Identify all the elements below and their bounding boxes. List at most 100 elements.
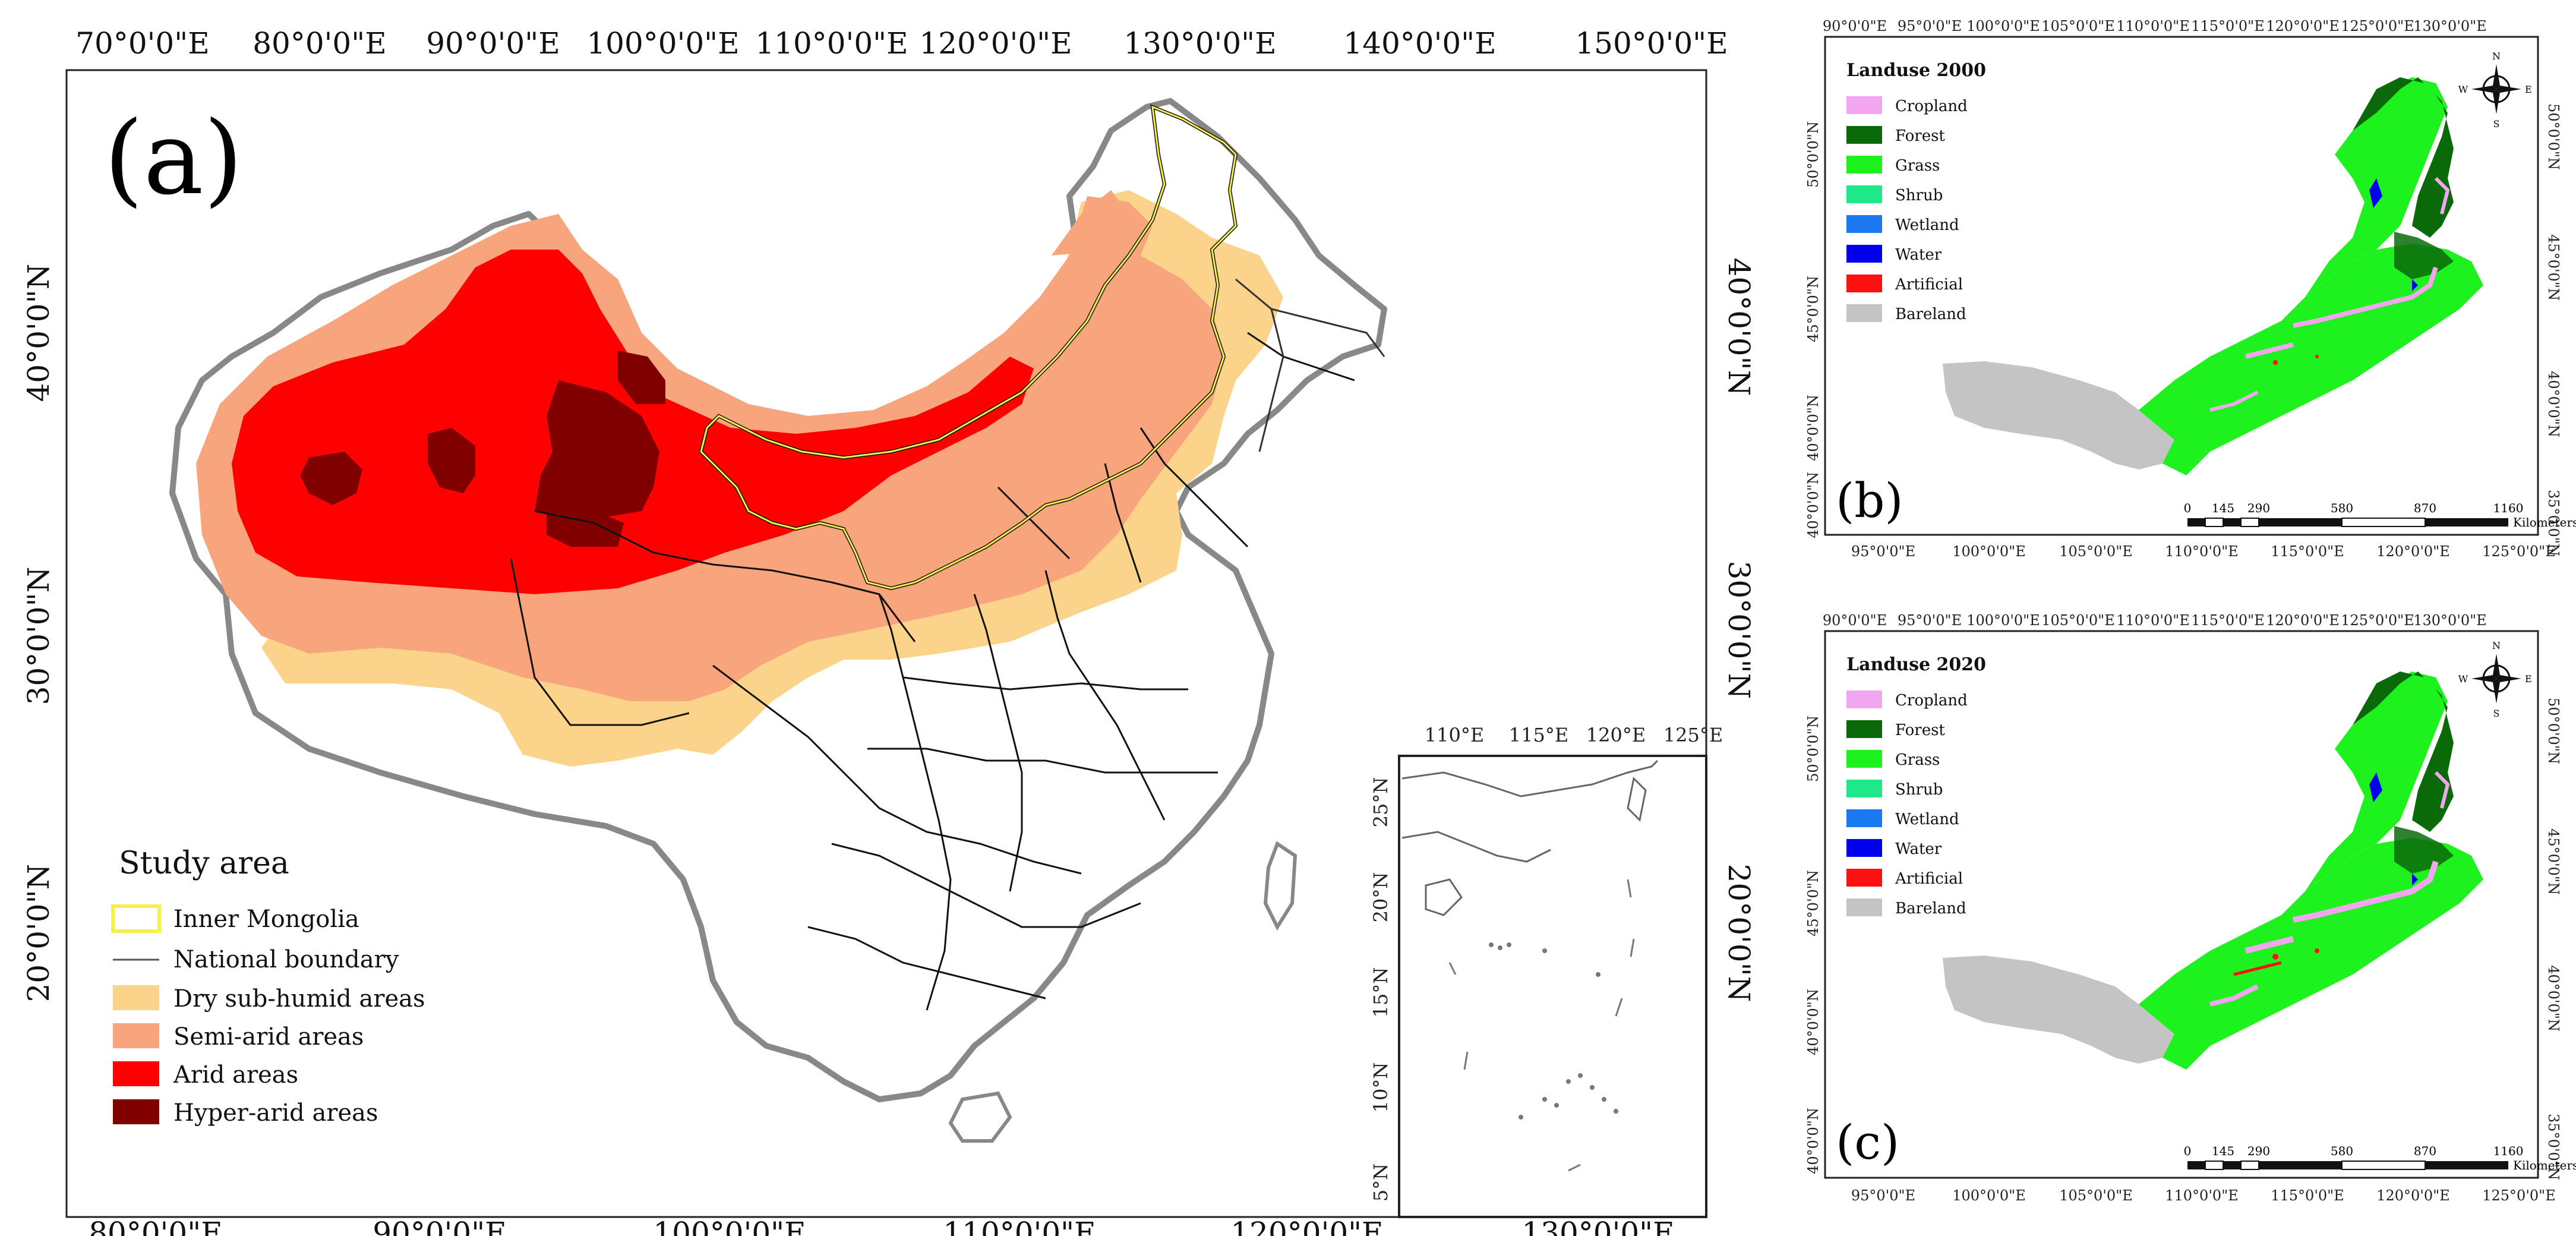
inset-lon-tick: 115°E [1509, 724, 1568, 746]
legend-label: Water [1895, 840, 1942, 858]
inset-frame [1398, 755, 1707, 1218]
tick-label: 130°0'0"E [2413, 18, 2487, 34]
scale-bar: 0 145 290 580 870 1160 Kilometers [2184, 501, 2576, 529]
inset-lon-tick: 120°E [1586, 724, 1646, 746]
inset-lon-tick: 110°E [1425, 724, 1484, 746]
tick-label: 115°0'0"E [2271, 1187, 2344, 1204]
legend-item-water: Water [1846, 839, 1942, 858]
tick-label: 45°0'0"N [2545, 234, 2562, 301]
tick-label: 125°0'0"E [2482, 543, 2556, 560]
tick-label: 30°0'0"N [21, 567, 56, 705]
north-arrow-icon: N S E W [2458, 640, 2532, 719]
inset-lat-tick: 10°N [1369, 1062, 1392, 1113]
legend-item-forest: Forest [1846, 126, 1945, 145]
legend-label: Inner Mongolia [173, 906, 359, 933]
legend-item-arid: Arid areas [113, 1061, 298, 1089]
landuse-map-2020 [1943, 671, 2483, 1070]
tick-label: 45°0'0"N [1805, 870, 1821, 937]
scale-tick: 290 [2247, 501, 2270, 515]
tick-label: 110°0'0"E [2116, 612, 2190, 629]
legend-label: Bareland [1895, 305, 1966, 323]
legend-swatch [1846, 275, 1882, 292]
tick-label: 45°0'0"N [2545, 828, 2562, 895]
scale-unit: Kilometers [2513, 515, 2576, 529]
legend-swatch [1846, 690, 1882, 708]
tick-label: 50°0'0"N [1805, 121, 1821, 188]
legend-label: Cropland [1895, 97, 1968, 115]
legend-label: Wetland [1895, 216, 1959, 234]
legend-swatch [1846, 869, 1882, 887]
legend-item-grass: Grass [1846, 156, 1940, 175]
legend-label: Forest [1895, 721, 1945, 739]
tick-label: 110°0'0"E [2165, 1187, 2239, 1204]
landuse-legend-2020: Landuse 2020 Cropland Forest Grass Shrub… [1846, 654, 1986, 917]
bottom-lon-ticks: 80°0'0"E 90°0'0"E 100°0'0"E 110°0'0"E 12… [89, 1216, 1674, 1236]
scale-tick: 1160 [2493, 501, 2524, 515]
legend-item-cropland: Cropland [1846, 96, 1968, 115]
legend-swatch [1846, 245, 1882, 263]
panel-b-map: 90°0'0"E 95°0'0"E 100°0'0"E 105°0'0"E 11… [1805, 18, 2576, 560]
compass-n: N [2492, 640, 2501, 651]
legend-label: Artificial [1895, 870, 1963, 888]
tick-label: 105°0'0"E [2059, 1187, 2133, 1204]
compass-n: N [2492, 51, 2501, 62]
legend: Study area Inner Mongolia National bound… [111, 846, 425, 1127]
legend-swatch [1846, 126, 1882, 144]
inset-coastline [1401, 759, 1659, 797]
tick-label: 45°0'0"N [1805, 276, 1821, 342]
tick-label: 140°0'0"E [1343, 26, 1496, 61]
tick-label: 35°0'0"N [2545, 490, 2562, 556]
legend-label: Water [1895, 246, 1942, 264]
legend-label: Grass [1895, 157, 1940, 175]
legend-swatch [1846, 750, 1882, 768]
legend-label: Shrub [1895, 187, 1943, 204]
inset-hainan [1425, 878, 1463, 916]
tick-label: 120°0'0"E [2266, 612, 2340, 629]
legend-title: Landuse 2000 [1846, 60, 1986, 81]
legend-label: Arid areas [173, 1061, 298, 1089]
legend-swatch [113, 1023, 159, 1048]
scale-tick: 0 [2184, 501, 2192, 515]
tick-label: 100°0'0"E [1952, 543, 2026, 560]
landuse-legend-2000: Landuse 2000 Cropland Forest Grass Shrub… [1846, 60, 1986, 323]
tick-label: 130°0'0"E [2413, 612, 2487, 629]
legend-label: Bareland [1895, 900, 1966, 917]
compass-s: S [2493, 708, 2500, 719]
legend-item-bareland: Bareland [1846, 304, 1966, 323]
legend-swatch [1846, 215, 1882, 233]
left-lat-ticks: 50°0'0"N 45°0'0"N 40°0'0"N 40°0'0"N [1805, 715, 1821, 1174]
inner-mongolia-highlight [700, 105, 1237, 589]
right-lat-ticks: 40°0'0"N 30°0'0"N 20°0'0"N [1722, 258, 1756, 1002]
compass-w: W [2458, 84, 2468, 95]
compass-e: E [2525, 84, 2532, 95]
legend-swatch [113, 1099, 159, 1124]
taiwan-island [1263, 841, 1298, 931]
tick-label: 125°0'0"E [2341, 18, 2414, 34]
tick-label: 115°0'0"E [2191, 612, 2265, 629]
tick-label: 30°0'0"N [1722, 561, 1756, 699]
inset-lat-tick: 20°N [1369, 872, 1392, 923]
tick-label: 20°0'0"N [1722, 864, 1756, 1002]
tick-label: 90°0'0"E [1823, 18, 1887, 34]
legend-title: Landuse 2020 [1846, 654, 1986, 675]
legend-title: Study area [119, 846, 289, 881]
legend-label: Wetland [1895, 811, 1959, 828]
tick-label: 100°0'0"E [1966, 18, 2040, 34]
tick-label: 95°0'0"E [1851, 543, 1915, 560]
legend-item-semi-arid: Semi-arid areas [113, 1023, 364, 1051]
legend-item-shrub: Shrub [1846, 780, 1943, 799]
tick-label: 115°0'0"E [2191, 18, 2265, 34]
tick-label: 95°0'0"E [1851, 1187, 1915, 1204]
legend-item-dry-sub-humid: Dry sub-humid areas [113, 985, 425, 1013]
legend-swatch [113, 1061, 159, 1086]
tick-label: 95°0'0"E [1898, 612, 1962, 629]
legend-swatch [111, 904, 161, 933]
tick-label: 115°0'0"E [2271, 543, 2344, 560]
legend-swatch [1846, 809, 1882, 827]
scale-tick: 870 [2414, 501, 2436, 515]
inset-lat-tick: 5°N [1369, 1164, 1392, 1202]
legend-swatch [1846, 185, 1882, 203]
tick-label: 110°0'0"E [2116, 18, 2190, 34]
tick-label: 120°0'0"E [919, 26, 1072, 61]
compass-w: W [2458, 673, 2468, 685]
